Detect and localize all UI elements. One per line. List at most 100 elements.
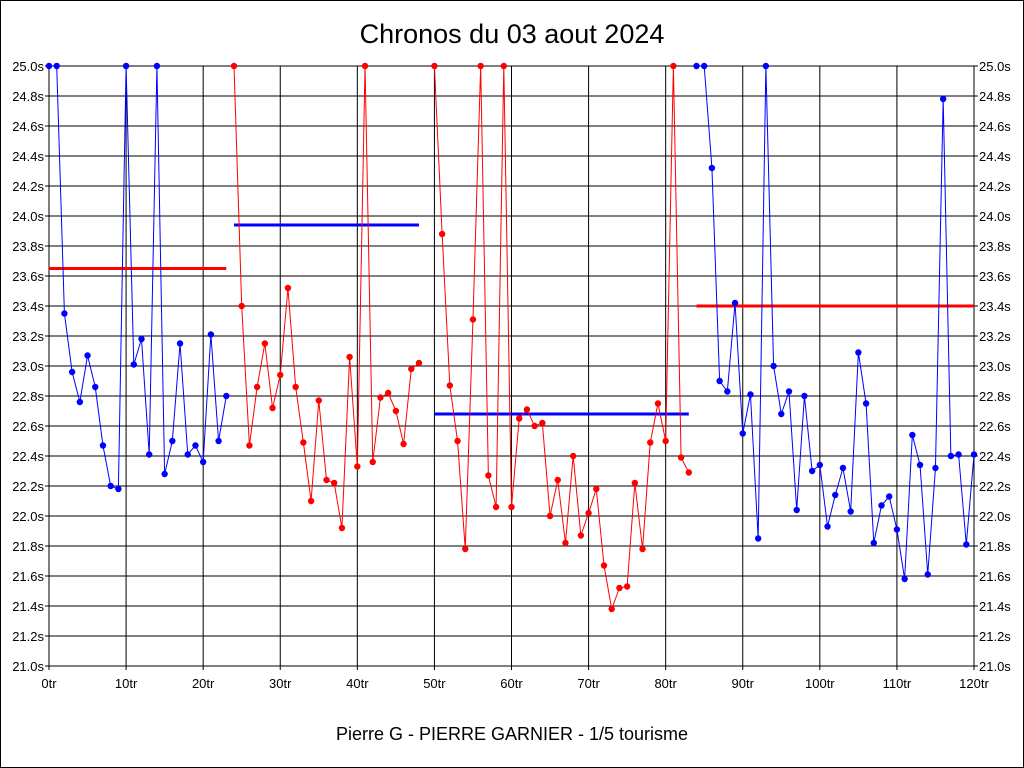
y-tick-label-right: 24.0s [979,209,1011,224]
data-point [862,400,870,407]
data-point [608,605,615,613]
data-point [747,391,754,398]
data-point [307,497,315,505]
data-point [924,571,931,578]
data-point [261,340,269,347]
data-point [215,437,222,445]
data-point [331,479,338,487]
data-point [724,388,731,395]
y-tick-label-left: 22.8s [12,389,44,404]
data-point [939,95,947,103]
data-point [539,419,546,427]
data-point [361,62,369,70]
data-point [199,458,207,466]
x-tick-label: 110tr [883,676,912,691]
y-tick-label-left: 24.6s [12,119,44,134]
y-tick-label-left: 24.0s [12,209,44,224]
data-point [292,383,299,391]
x-tick-label: 10tr [115,676,138,691]
y-tick-label-left: 21.4s [12,599,44,614]
y-tick-label-left: 22.0s [12,509,44,524]
data-point [785,388,793,395]
data-point [207,331,215,338]
data-point [685,469,692,476]
data-point [400,440,407,448]
data-point [469,316,477,323]
y-tick-label-right: 25.0s [979,59,1011,74]
series-line-3 [433,65,690,611]
data-point [122,62,130,70]
y-tick-label-right: 21.2s [979,629,1011,644]
data-point [677,454,685,461]
data-point [754,535,762,542]
data-point [277,371,284,379]
data-point [369,458,376,466]
y-tick-label-left: 24.8s [12,89,44,104]
x-tick-label: 0tr [41,676,57,691]
y-tick-label-left: 21.6s [12,569,44,584]
data-point [793,506,800,514]
data-point [446,382,454,389]
data-point [701,62,708,70]
x-tick-label: 100tr [805,676,835,691]
y-tick-label-right: 22.0s [979,509,1011,524]
data-point [84,352,91,359]
data-point [454,437,461,445]
data-point [639,545,646,553]
y-tick-label-left: 23.2s [12,329,44,344]
data-point [408,365,415,373]
data-point [53,62,60,70]
data-point [801,392,808,400]
x-tick-label: 40tr [346,676,369,691]
data-point [731,299,739,307]
data-point [670,62,677,70]
data-point [577,532,585,539]
data-point [523,406,531,413]
data-point [477,62,484,70]
data-point [886,493,893,500]
data-point [138,335,145,343]
data-point [623,583,631,590]
data-point [870,539,877,547]
data-point [107,482,114,490]
data-point [901,575,908,583]
y-tick-label-right: 23.4s [979,299,1011,314]
data-point [300,439,307,446]
data-point [431,62,438,70]
y-tick-label-left: 21.8s [12,539,44,554]
y-tick-label-right: 21.0s [979,659,1011,674]
data-point [855,349,862,356]
x-tick-label: 120tr [959,676,989,691]
x-tick-label: 90tr [732,676,755,691]
data-point [253,383,261,391]
data-point [562,539,569,547]
y-tick-label-right: 23.0s [979,359,1011,374]
data-point [654,400,662,407]
data-point [554,476,561,484]
data-point [531,422,538,430]
y-tick-label-left: 21.0s [12,659,44,674]
y-tick-label-right: 22.6s [979,419,1011,434]
data-point [45,62,53,70]
data-point [593,485,600,493]
data-point [616,584,623,592]
y-tick-label-right: 22.4s [979,449,1011,464]
data-point [61,310,68,317]
data-point [68,368,76,376]
data-point [508,503,515,511]
data-point [284,284,292,292]
mean-lines [49,223,974,416]
data-point [269,404,276,412]
series-layer [45,62,978,613]
y-tick-label-left: 23.6s [12,269,44,284]
x-tick-label: 20tr [192,676,215,691]
data-point [947,452,955,460]
data-point [184,451,191,458]
y-tick-label-right: 21.4s [979,599,1011,614]
data-point [492,503,500,511]
y-tick-label-right: 21.8s [979,539,1011,554]
data-point [569,452,577,460]
data-point [778,410,785,418]
data-point [246,442,253,449]
data-point [708,164,716,172]
